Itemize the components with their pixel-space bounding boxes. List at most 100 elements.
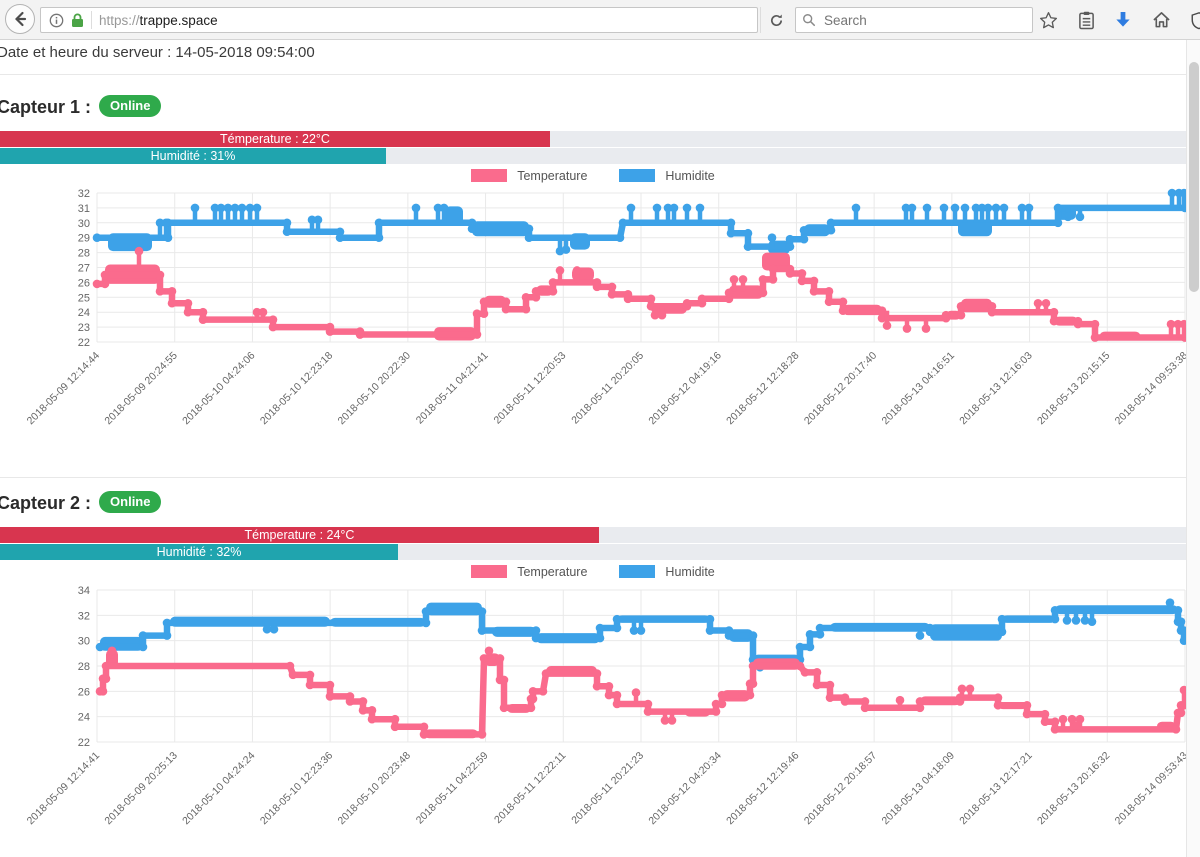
svg-text:2018-05-14 09:53:43: 2018-05-14 09:53:43 <box>1113 750 1191 828</box>
sensor1-temperature-track: Témperature : 22°C <box>0 131 1200 147</box>
back-arrow-icon <box>15 11 27 27</box>
svg-text:2018-05-12 04:19:16: 2018-05-12 04:19:16 <box>646 350 724 428</box>
url-bar[interactable]: https://trappe.space <box>40 7 758 33</box>
svg-text:2018-05-10 20:23:48: 2018-05-10 20:23:48 <box>336 750 414 828</box>
svg-text:23: 23 <box>78 322 90 334</box>
svg-text:2018-05-13 20:15:15: 2018-05-13 20:15:15 <box>1035 350 1113 428</box>
sensor1-humidity-label: Humidité : 31% <box>150 149 236 163</box>
sensor1-temperature-bar: Témperature : 22°C <box>0 131 550 147</box>
sensor2-humidity-bar: Humidité : 32% <box>0 544 398 560</box>
bookmarks-menu-button[interactable] <box>1073 8 1099 32</box>
svg-text:2018-05-13 12:17:21: 2018-05-13 12:17:21 <box>957 750 1035 828</box>
sensor2-humidity-label: Humidité : 32% <box>156 545 242 559</box>
legend-humidite-swatch <box>619 565 656 578</box>
svg-text:2018-05-09 12:14:44: 2018-05-09 12:14:44 <box>25 350 103 428</box>
svg-text:26: 26 <box>78 686 90 698</box>
sensor1-title: Capteur 1 : Online <box>0 95 162 120</box>
info-icon[interactable] <box>49 13 64 28</box>
svg-text:2018-05-10 12:23:18: 2018-05-10 12:23:18 <box>258 350 336 428</box>
sensor1-humidity-bar: Humidité : 31% <box>0 148 386 164</box>
legend-temperature-swatch <box>471 565 508 578</box>
search-icon <box>803 14 816 27</box>
svg-text:2018-05-10 20:22:30: 2018-05-10 20:22:30 <box>336 350 414 428</box>
svg-text:2018-05-09 20:24:55: 2018-05-09 20:24:55 <box>102 350 180 428</box>
svg-text:31: 31 <box>78 203 90 215</box>
legend-temperature-swatch <box>471 169 508 182</box>
sensor2-humidity-track: Humidité : 32% <box>0 544 1200 560</box>
svg-text:28: 28 <box>78 661 90 673</box>
svg-text:2018-05-14 09:53:38: 2018-05-14 09:53:38 <box>1113 350 1191 428</box>
svg-text:22: 22 <box>78 337 90 349</box>
legend-temperature-label: Temperature <box>517 168 588 183</box>
scrollbar-thumb[interactable] <box>1189 62 1199 292</box>
download-arrow-icon <box>1116 11 1130 27</box>
sensor2-title-text: Capteur 2 : <box>0 493 92 513</box>
divider <box>0 477 1186 478</box>
url-host: trappe.space <box>139 12 218 28</box>
sensor2-status-badge: Online <box>99 491 162 513</box>
svg-text:2018-05-13 04:18:09: 2018-05-13 04:18:09 <box>880 750 958 828</box>
svg-text:27: 27 <box>78 263 90 275</box>
url-text[interactable]: https://trappe.space <box>99 13 218 28</box>
browser-toolbar: https://trappe.space <box>0 0 1200 40</box>
svg-text:29: 29 <box>78 233 90 245</box>
chart1-legend: Temperature Humidite <box>0 168 1186 183</box>
svg-text:2018-05-13 04:16:51: 2018-05-13 04:16:51 <box>880 350 958 428</box>
svg-text:28: 28 <box>78 248 90 260</box>
shield-icon <box>1191 11 1200 29</box>
page-scrollbar[interactable] <box>1186 40 1200 857</box>
sensor1-humidity-track: Humidité : 31% <box>0 148 1200 164</box>
server-datetime: Date et heure du serveur : 14-05-2018 09… <box>0 44 315 61</box>
sensor2-temperature-bar: Témperature : 24°C <box>0 527 599 543</box>
chart2-legend: Temperature Humidite <box>0 564 1186 579</box>
svg-text:24: 24 <box>78 712 90 724</box>
svg-text:2018-05-11 20:20:05: 2018-05-11 20:20:05 <box>569 350 646 427</box>
legend-humidite-label: Humidite <box>665 564 715 579</box>
reload-button[interactable] <box>760 7 791 33</box>
svg-text:2018-05-10 04:24:06: 2018-05-10 04:24:06 <box>180 350 258 428</box>
legend-humidite-swatch <box>619 169 656 182</box>
svg-text:2018-05-13 20:16:32: 2018-05-13 20:16:32 <box>1035 750 1113 828</box>
search-box[interactable] <box>795 7 1033 33</box>
svg-text:22: 22 <box>78 737 90 749</box>
svg-text:2018-05-12 12:18:28: 2018-05-12 12:18:28 <box>724 350 802 428</box>
svg-text:25: 25 <box>78 292 90 304</box>
urlbar-separator <box>91 11 92 29</box>
legend-humidite-label: Humidite <box>665 168 715 183</box>
svg-text:2018-05-11 04:21:41: 2018-05-11 04:21:41 <box>414 350 491 427</box>
svg-text:32: 32 <box>78 610 90 622</box>
legend-temperature-label: Temperature <box>517 564 588 579</box>
svg-text:2018-05-11 12:20:53: 2018-05-11 12:20:53 <box>492 350 569 427</box>
svg-text:2018-05-12 20:17:40: 2018-05-12 20:17:40 <box>802 350 880 428</box>
search-input[interactable] <box>822 11 1006 29</box>
downloads-button[interactable] <box>1110 8 1136 32</box>
svg-text:2018-05-12 20:18:57: 2018-05-12 20:18:57 <box>802 750 880 828</box>
star-icon <box>1039 11 1057 28</box>
svg-text:2018-05-12 12:19:46: 2018-05-12 12:19:46 <box>724 750 802 828</box>
svg-text:2018-05-13 12:16:03: 2018-05-13 12:16:03 <box>957 350 1035 428</box>
bookmark-star-button[interactable] <box>1035 8 1061 32</box>
sensor1-temperature-label: Témperature : 22°C <box>220 132 330 146</box>
url-scheme: https:// <box>99 12 140 28</box>
sensor2-temperature-track: Témperature : 24°C <box>0 527 1200 543</box>
sensor2-title: Capteur 2 : Online <box>0 491 162 516</box>
back-button[interactable] <box>5 4 35 34</box>
svg-text:2018-05-11 12:22:11: 2018-05-11 12:22:11 <box>492 750 568 826</box>
svg-text:30: 30 <box>78 636 90 648</box>
svg-text:26: 26 <box>78 277 90 289</box>
svg-text:2018-05-09 20:25:13: 2018-05-09 20:25:13 <box>102 750 180 828</box>
shield-button[interactable] <box>1186 8 1200 32</box>
sensor1-title-text: Capteur 1 : <box>0 97 92 117</box>
svg-text:24: 24 <box>78 307 90 319</box>
home-button[interactable] <box>1148 8 1174 32</box>
svg-text:32: 32 <box>78 188 90 200</box>
home-icon <box>1152 12 1170 28</box>
svg-text:30: 30 <box>78 218 90 230</box>
divider <box>0 74 1186 75</box>
sensor1-status-badge: Online <box>99 95 162 117</box>
lock-icon <box>72 13 83 27</box>
svg-text:2018-05-12 04:20:34: 2018-05-12 04:20:34 <box>646 750 724 828</box>
reload-icon <box>770 14 782 26</box>
